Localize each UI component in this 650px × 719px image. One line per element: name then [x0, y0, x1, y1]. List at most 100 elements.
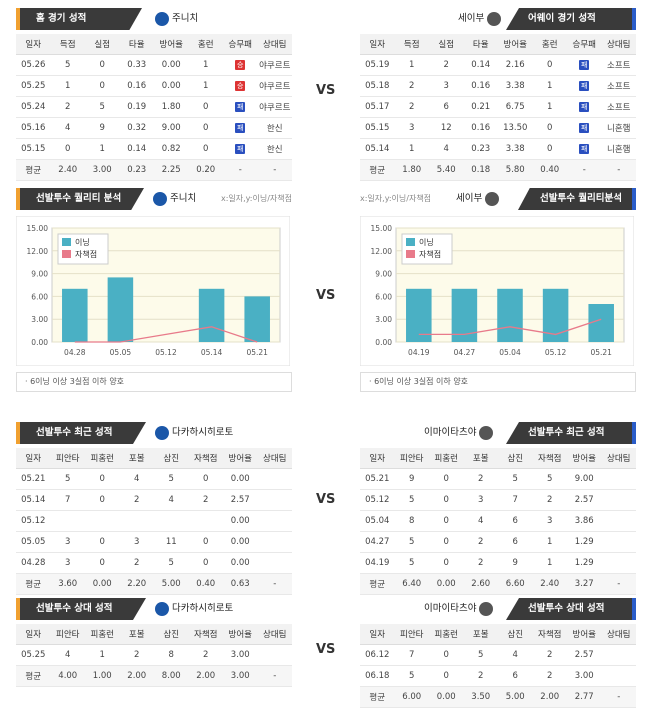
table-cell: 05.16	[16, 117, 51, 139]
table-cell: 4	[119, 468, 154, 490]
table-cell: 8	[154, 644, 189, 666]
table-cell: 0.16	[119, 75, 154, 97]
column-header: 피안타	[50, 448, 85, 469]
x-tick-label: 05.04	[499, 348, 521, 357]
table-cell: 05.15	[16, 138, 51, 160]
table-cell	[257, 468, 292, 490]
table-header-row: 일자 피안타 피홈런 포볼 삼진 자책점 방어율 상대팀	[360, 448, 636, 469]
legend-label: 자책점	[75, 249, 97, 259]
column-header: 상대팀	[601, 624, 636, 645]
table-row: 05.25 1 0 0.16 0.00 1 승 야쿠르트	[16, 75, 292, 97]
table-cell: 3	[119, 531, 154, 553]
table-cell: 2.00	[119, 665, 154, 687]
y-tick-label: 3.00	[375, 315, 392, 324]
table-cell: 2.25	[154, 159, 189, 181]
table-cell: 2.40	[50, 159, 85, 181]
innings-bar	[588, 304, 614, 342]
table-cell: 0	[429, 665, 464, 687]
recent-right-table: 일자 피안타 피홈런 포볼 삼진 자책점 방어율 상대팀 05.21 9 0 2 5 5 9.00 05.1…	[360, 448, 636, 595]
table-row: 05.21 9 0 2 5 5 9.00	[360, 468, 636, 490]
quality-left-title: 선발투수 퀄리티 분석	[16, 188, 144, 210]
table-cell: 3	[50, 531, 85, 553]
vs-label: VS	[316, 288, 336, 303]
table-cell	[188, 510, 223, 532]
table-cell: 패	[223, 96, 258, 118]
home-team: 주니치	[152, 8, 198, 30]
table-cell	[601, 510, 636, 532]
table-cell: 0.20	[188, 159, 223, 181]
table-cell: 0	[85, 489, 120, 511]
table-cell: 05.21	[360, 468, 395, 490]
vsteam-left-header: 선발투수 상대 성적 다카하시히로토	[16, 598, 292, 620]
table-row: 06.12 7 0 5 4 2 2.57	[360, 644, 636, 666]
column-header: 일자	[360, 34, 395, 55]
win-badge-icon: 패	[235, 122, 246, 133]
recent-left-panel: 선발투수 최근 성적 다카하시히로토 일자 피안타 피홈런 포볼 삼진 자책점 방어율 상대팀…	[16, 422, 292, 595]
table-cell: 0.21	[463, 96, 498, 118]
table-cell: 2.40	[532, 573, 567, 595]
y-tick-label: 15.00	[27, 224, 49, 233]
table-cell: 04.27	[360, 531, 395, 553]
table-cell: 1	[50, 75, 85, 97]
table-row: 05.16 4 9 0.32 9.00 0 패 한신	[16, 117, 292, 139]
vsteam-right-table: 일자 피안타 피홈런 포볼 삼진 자책점 방어율 상대팀 06.12 7 0 5 4 2 2.57 06.1…	[360, 624, 636, 708]
table-cell: 5	[394, 665, 429, 687]
table-row: 05.21 5 0 4 5 0 0.00	[16, 468, 292, 490]
column-header: 자책점	[188, 624, 223, 645]
table-row: 06.18 5 0 2 6 2 3.00	[360, 665, 636, 687]
table-cell: 2	[463, 552, 498, 574]
table-cell: -	[257, 573, 292, 595]
table-cell	[257, 489, 292, 511]
column-header: 자책점	[188, 448, 223, 469]
table-cell: 소프트	[601, 75, 636, 97]
column-header: 삼진	[498, 448, 533, 469]
table-row: 05.25 4 1 2 8 2 3.00	[16, 644, 292, 666]
x-tick-label: 05.14	[201, 348, 223, 357]
column-header: 삼진	[154, 448, 189, 469]
table-header-row: 일자 피안타 피홈런 포볼 삼진 자책점 방어율 상대팀	[360, 624, 636, 645]
table-cell: 5	[85, 96, 120, 118]
table-cell: 1	[394, 138, 429, 160]
table-cell: -	[601, 686, 636, 708]
column-header: 상대팀	[257, 448, 292, 469]
y-tick-label: 6.00	[375, 292, 392, 301]
table-cell: 2.20	[119, 573, 154, 595]
table-cell: 1.80	[394, 159, 429, 181]
x-tick-label: 05.21	[246, 348, 268, 357]
table-cell: 05.24	[16, 96, 51, 118]
table-cell: 0	[188, 552, 223, 574]
table-cell: 4	[429, 138, 464, 160]
table-cell: 06.18	[360, 665, 395, 687]
table-cell: 0	[85, 468, 120, 490]
table-cell: 0.32	[119, 117, 154, 139]
vs-label: VS	[316, 492, 336, 507]
table-row: 05.14 1 4 0.23 3.38 0 패 니혼햄	[360, 138, 636, 160]
table-cell: 05.21	[16, 468, 51, 490]
table-cell: 2.57	[223, 489, 258, 511]
table-cell: 3.38	[498, 75, 533, 97]
table-cell: 0.23	[119, 159, 154, 181]
column-header: 홈런	[532, 34, 567, 55]
table-cell: 패	[223, 117, 258, 139]
legend-bar-swatch	[62, 238, 71, 246]
column-header: 타율	[463, 34, 498, 55]
y-tick-label: 3.00	[31, 315, 48, 324]
table-cell	[257, 531, 292, 553]
home-stats-header: 홈 경기 성적 주니치	[16, 8, 292, 30]
table-cell: 4	[463, 510, 498, 532]
table-row: 04.28 3 0 2 5 0 0.00	[16, 552, 292, 574]
table-row: 05.04 8 0 4 6 3 3.86	[360, 510, 636, 532]
table-cell: 0.00	[154, 54, 189, 76]
table-cell: 0.40	[532, 159, 567, 181]
win-badge-icon: 패	[235, 143, 246, 154]
table-cell: -	[257, 159, 292, 181]
table-cell: 0.82	[154, 138, 189, 160]
column-header: 삼진	[154, 624, 189, 645]
table-cell: 5	[394, 489, 429, 511]
y-tick-label: 0.00	[375, 338, 392, 347]
table-cell: 평균	[16, 159, 51, 181]
table-cell: 0	[429, 552, 464, 574]
vs-label: VS	[316, 642, 336, 657]
table-cell: 05.12	[360, 489, 395, 511]
earned-runs-line	[418, 318, 602, 336]
